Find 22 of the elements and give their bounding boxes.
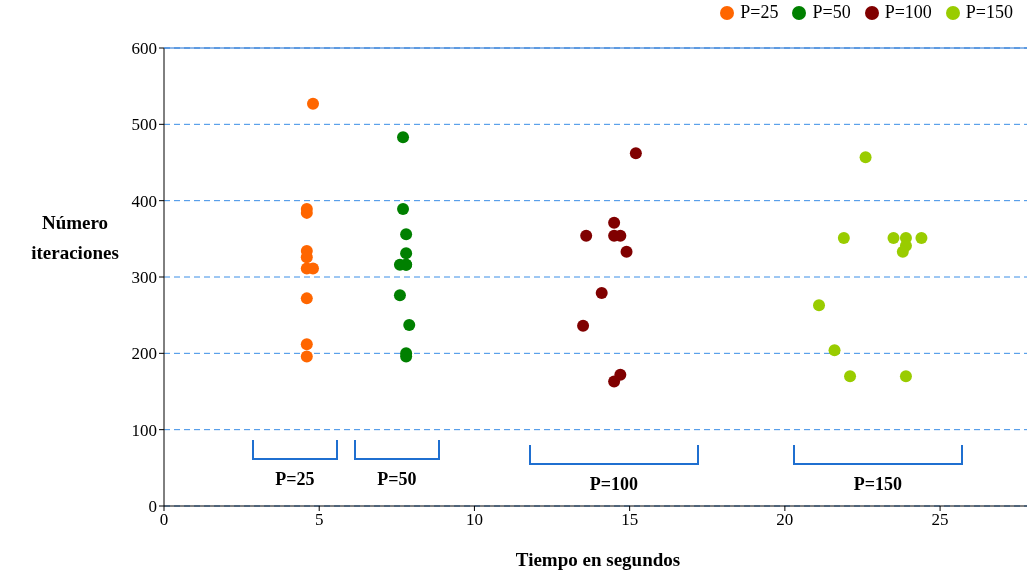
x-tick-label: 5 <box>314 510 324 530</box>
x-tick-label: 25 <box>931 510 949 530</box>
y-tick-label: 300 <box>131 268 157 288</box>
x-axis-title: Tiempo en segundos <box>515 549 681 570</box>
y-tick-label: 500 <box>131 115 157 135</box>
y-tick-label: 0 <box>148 497 157 517</box>
legend-label: P=100 <box>884 2 932 23</box>
x-tick-label: 10 <box>465 510 483 530</box>
x-tick-label: 15 <box>621 510 639 530</box>
y-axis-title: Número iteraciones <box>30 211 120 265</box>
y-tick-label: 100 <box>131 420 157 440</box>
x-tick-label: 20 <box>776 510 794 530</box>
y-tick-label: 600 <box>131 39 157 59</box>
annotation: P=25 <box>275 469 315 489</box>
y-tick-label: 400 <box>131 191 157 211</box>
y-tick-label: 200 <box>131 344 157 364</box>
annotation: P=50 <box>377 469 417 489</box>
annotation: P=150 <box>853 474 903 494</box>
legend-label: P=25 <box>740 2 779 23</box>
legend-label: P=50 <box>812 2 851 23</box>
legend-label: P=150 <box>965 2 1013 23</box>
annotation: P=100 <box>589 474 639 494</box>
